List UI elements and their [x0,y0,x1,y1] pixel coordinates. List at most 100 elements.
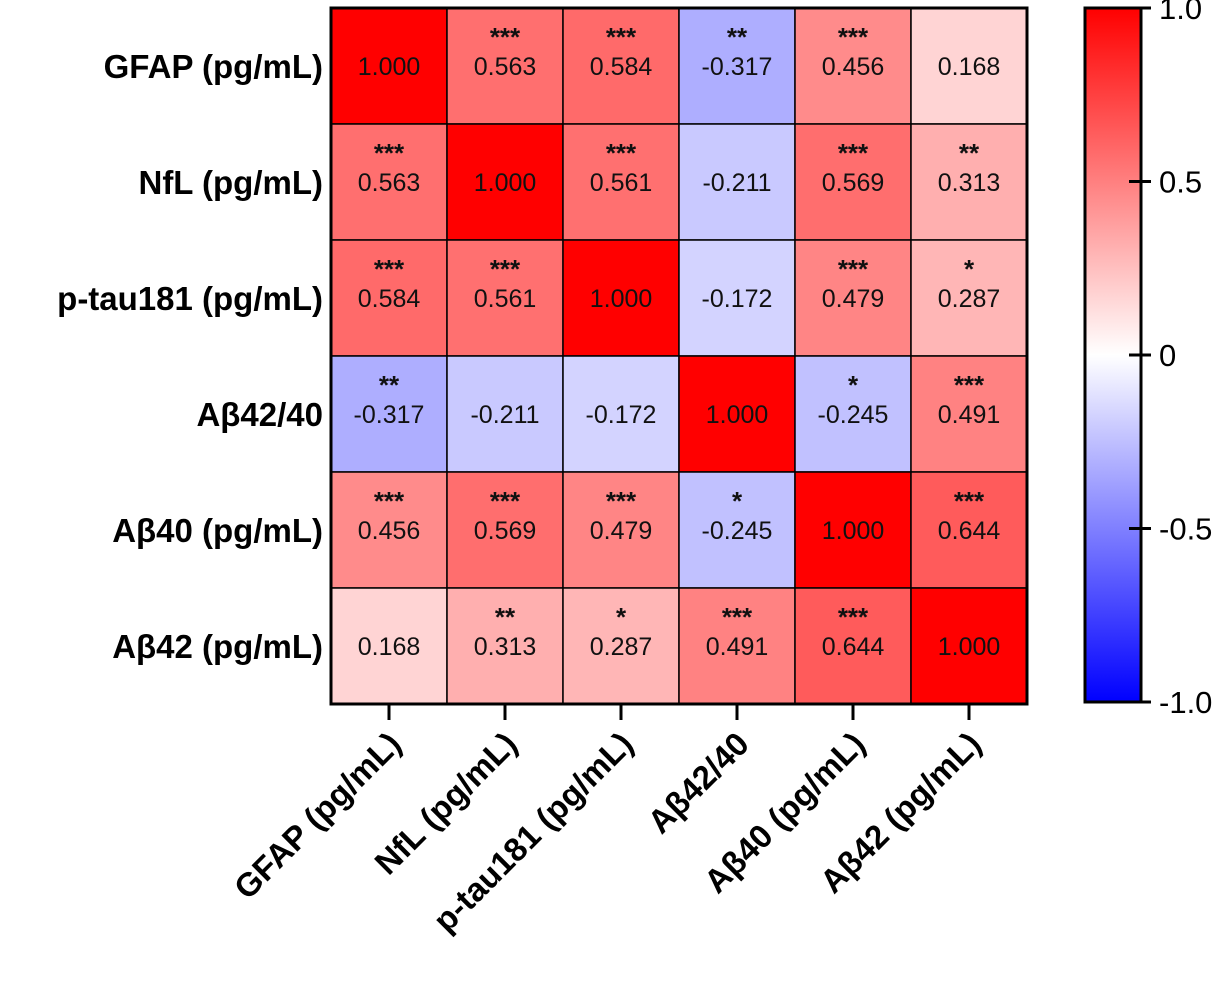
column-label: p-tau181 (pg/mL) [426,725,640,939]
cell-value-label: 0.491 [706,633,769,661]
cell-value-label: 0.563 [358,169,421,197]
row-label: Aβ40 (pg/mL) [112,512,323,549]
cell-value-label: 0.561 [474,285,537,313]
cell-significance-stars: *** [490,254,521,284]
heatmap-cells: 1.000***0.563***0.584**-0.317***0.456 0.1… [330,7,1028,705]
cell-value-label: 0.168 [938,53,1001,81]
heatmap-cell [910,587,1028,705]
cell-significance-stars: *** [838,602,869,632]
cell-significance-stars: *** [722,602,753,632]
heatmap-cell [678,355,796,473]
cell-significance-stars: ** [727,22,748,52]
cell-value-label: -0.172 [586,401,657,429]
heatmap-cell [330,239,448,357]
cell-significance-stars: * [848,370,859,400]
colorbar-tick-label: 1.0 [1159,0,1202,26]
cell-value-label: -0.172 [702,285,773,313]
cell-value-label: 0.563 [474,53,537,81]
cell-significance-stars: *** [490,486,521,516]
heatmap-cell [678,239,796,357]
heatmap-cell [678,471,796,589]
cell-value-label: 0.313 [474,633,537,661]
cell-value-label: 0.569 [822,169,885,197]
colorbar-tick-label: -0.5 [1159,512,1212,547]
heatmap-cell [910,123,1028,241]
cell-value-label: 0.313 [938,169,1001,197]
cell-value-label: 1.000 [358,53,421,81]
cell-value-label: -0.245 [818,401,889,429]
cell-value-label: -0.245 [702,517,773,545]
heatmap-cell [446,123,564,241]
cell-significance-stars: *** [374,254,405,284]
column-label: GFAP (pg/mL) [227,725,408,906]
cell-value-label: 0.287 [938,285,1001,313]
cell-value-label: 0.569 [474,517,537,545]
cell-value-label: 1.000 [474,169,537,197]
cell-value-label: 1.000 [822,517,885,545]
column-label: Aβ42/40 [640,725,756,841]
cell-significance-stars: *** [954,486,985,516]
cell-value-label: 0.584 [590,53,653,81]
cell-value-label: 1.000 [590,285,653,313]
cell-value-label: -0.211 [470,401,539,429]
cell-value-label: 0.644 [822,633,885,661]
cell-significance-stars: ** [379,370,400,400]
heatmap-cell [330,587,448,705]
cell-significance-stars: *** [954,370,985,400]
cell-value-label: -0.317 [702,53,773,81]
heatmap-cell [794,471,912,589]
heatmap-cell [794,587,912,705]
cell-value-label: 0.456 [822,53,885,81]
colorbar: 1.0 0.5 0 -0.5 -1.0 [1083,0,1212,720]
cell-significance-stars: *** [490,22,521,52]
colorbar-ticks: 1.0 0.5 0 -0.5 -1.0 [1129,0,1212,720]
heatmap-cell [678,7,796,125]
cell-value-label: 0.456 [358,517,421,545]
heatmap-cell [910,239,1028,357]
cell-significance-stars: *** [606,486,637,516]
heatmap-cell [562,355,680,473]
cell-value-label: 0.644 [938,517,1001,545]
row-label: Aβ42/40 [196,396,323,433]
cell-value-label: 0.479 [822,285,885,313]
row-labels: GFAP (pg/mL) NfL (pg/mL) p-tau181 (pg/mL) A… [57,48,323,665]
colorbar-gradient [1083,6,1143,704]
heatmap-cell [446,355,564,473]
row-label: GFAP (pg/mL) [104,48,323,85]
heatmap-cell [446,239,564,357]
cell-value-label: 0.561 [590,169,653,197]
heatmap-cell [910,7,1028,125]
cell-significance-stars: *** [606,138,637,168]
heatmap-cell [562,471,680,589]
cell-value-label: 0.287 [590,633,653,661]
cell-significance-stars: *** [374,486,405,516]
cell-value-label: 1.000 [706,401,769,429]
heatmap-cell [794,355,912,473]
heatmap-axes [329,6,1029,720]
column-labels: GFAP (pg/mL)NfL (pg/mL)p-tau181 (pg/mL) A… [227,725,988,939]
row-label: Aβ42 (pg/mL) [112,628,323,665]
heatmap-cell [678,123,796,241]
heatmap-cell [330,7,448,125]
heatmap-cell [330,471,448,589]
cell-significance-stars: * [732,486,743,516]
cell-significance-stars: *** [838,254,869,284]
cell-significance-stars: *** [374,138,405,168]
colorbar-tick-label: 0.5 [1159,165,1202,200]
cell-value-label: 0.491 [938,401,1001,429]
colorbar-tick-label: 0 [1159,338,1176,373]
heatmap-cell [446,7,564,125]
heatmap-cell [794,239,912,357]
cell-value-label: -0.211 [702,169,771,197]
cell-value-label: -0.317 [354,401,425,429]
cell-significance-stars: *** [838,22,869,52]
row-label: NfL (pg/mL) [138,164,323,201]
cell-value-label: 0.479 [590,517,653,545]
cell-significance-stars: * [964,254,975,284]
heatmap-frame [329,6,1029,706]
colorbar-tick-label: -1.0 [1159,685,1212,720]
heatmap-cell [330,355,448,473]
cell-value-label: 0.168 [358,633,421,661]
cell-significance-stars: *** [606,22,637,52]
cell-significance-stars: *** [838,138,869,168]
